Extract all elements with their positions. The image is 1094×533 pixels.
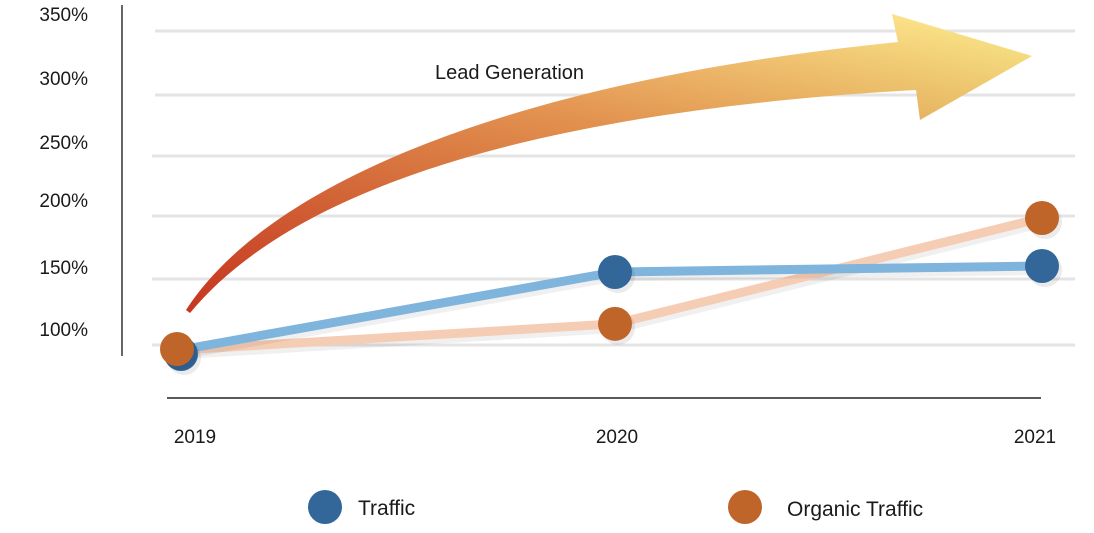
y-axis-ticks: 350% 300% 250% 200% 150% 100%	[39, 5, 88, 341]
x-tick-label: 2020	[596, 427, 638, 448]
data-point-organic-traffic	[1025, 201, 1059, 235]
x-tick-label: 2021	[1014, 427, 1056, 448]
x-tick-label: 2019	[174, 427, 216, 448]
legend-swatch-organic-traffic	[728, 490, 762, 524]
legend-item-traffic: Traffic	[308, 490, 415, 524]
data-point-traffic	[1025, 249, 1059, 283]
lead-generation-arrow: Lead Generation	[186, 14, 1032, 313]
y-tick-label: 200%	[39, 191, 88, 212]
legend: Traffic Organic Traffic	[308, 490, 923, 524]
legend-label-traffic: Traffic	[358, 497, 415, 520]
legend-label-organic-traffic: Organic Traffic	[787, 498, 923, 521]
y-tick-label: 100%	[39, 320, 88, 341]
y-tick-label: 150%	[39, 258, 88, 279]
x-axis-ticks: 2019 2020 2021	[174, 427, 1056, 448]
legend-item-organic-traffic: Organic Traffic	[728, 490, 923, 524]
y-tick-label: 350%	[39, 5, 88, 26]
data-point-organic-traffic	[160, 332, 194, 366]
data-point-organic-traffic	[598, 306, 632, 341]
y-tick-label: 300%	[39, 69, 88, 90]
legend-swatch-traffic	[308, 490, 342, 524]
y-tick-label: 250%	[39, 133, 88, 154]
series-layer	[160, 201, 1062, 375]
data-point-traffic	[598, 255, 632, 289]
annotation-lead-generation: Lead Generation	[435, 62, 584, 84]
curved-arrow-highlight	[186, 14, 1032, 313]
